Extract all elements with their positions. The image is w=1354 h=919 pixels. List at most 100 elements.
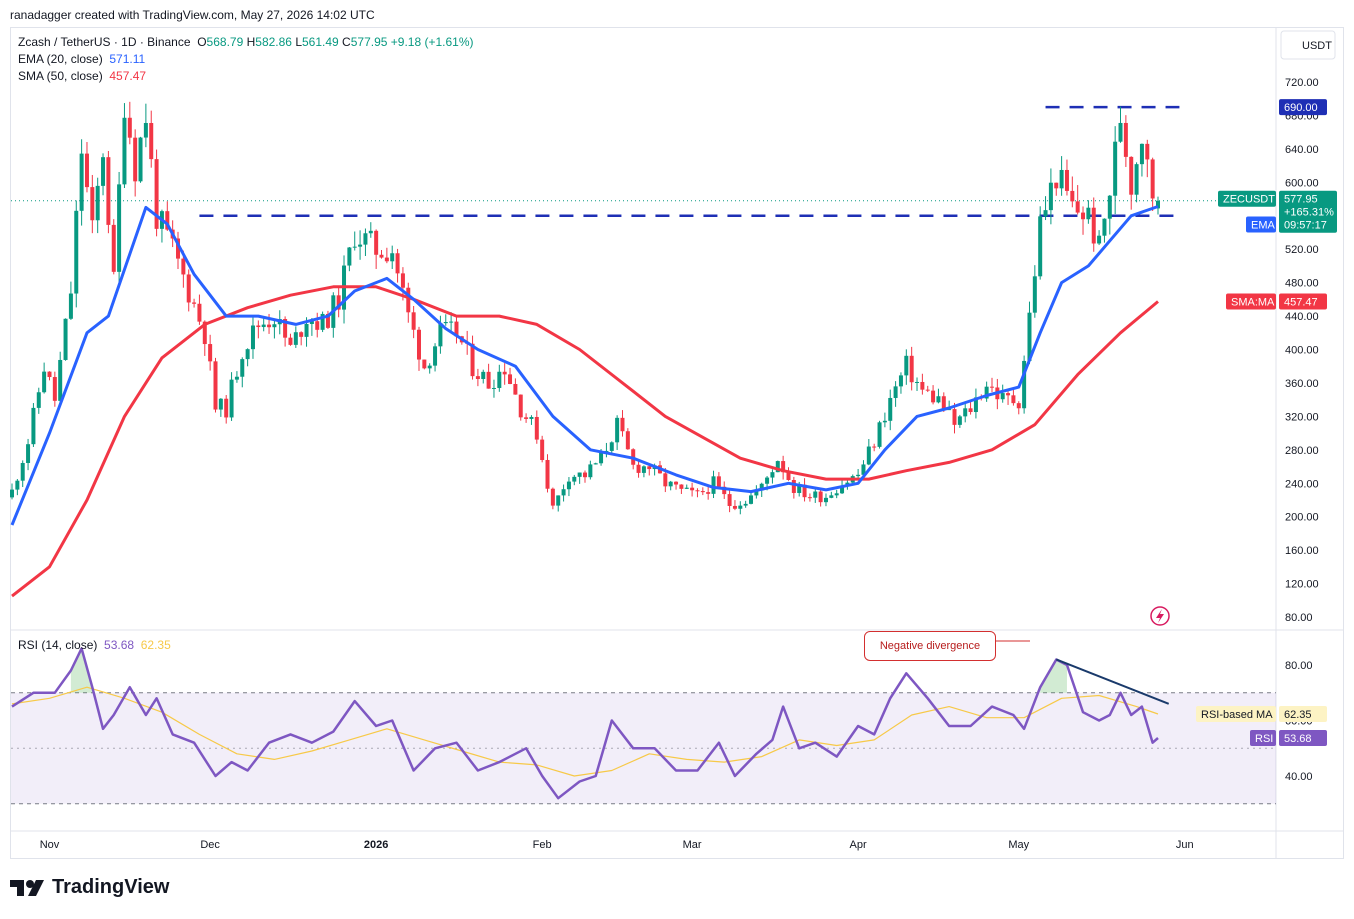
candle-body-145 [786, 472, 791, 480]
candle-body-172 [931, 390, 936, 403]
candle-body-88 [481, 371, 486, 379]
rsi-tick-2: 40.00 [1285, 771, 1313, 783]
price-tick-15: 120.00 [1285, 579, 1319, 591]
candle-body-26 [149, 123, 154, 160]
divergence-trendline [1055, 658, 1170, 705]
open-value: 568.79 [206, 35, 244, 49]
candle-body-107 [583, 472, 587, 478]
price-axis: USDT720.00680.00640.00600.00560.00520.00… [1280, 30, 1336, 783]
candle-body-212 [1145, 143, 1150, 160]
candle-body-133 [722, 486, 727, 495]
candle-body-29 [165, 211, 170, 230]
candle-body-136 [738, 505, 743, 509]
candle-body-31 [176, 238, 181, 259]
candle-body-22 [127, 117, 132, 138]
candle-body-24 [138, 137, 143, 182]
rsi-overbought-fill-nov [70, 648, 93, 693]
badge-countdown: 09:57:17 [1284, 220, 1327, 232]
candle-body-147 [797, 484, 802, 493]
candle-body-8 [52, 377, 57, 401]
badge-last-price-box [1279, 190, 1337, 233]
candle-body-114 [620, 417, 625, 432]
price-tick-10: 320.00 [1285, 411, 1319, 423]
ema-legend-name: EMA (20, close) [18, 52, 103, 66]
candle-body-178 [963, 408, 968, 417]
candle-body-189 [1022, 360, 1027, 409]
symbol-name[interactable]: Zcash / TetherUS · 1D · Binance [18, 35, 191, 49]
candle-body-122 [663, 473, 668, 487]
badge-symbol: ZECUSDT [1218, 190, 1276, 207]
candle-body-127 [690, 487, 695, 491]
candle-body-59 [325, 313, 330, 328]
lightning-icon [1150, 606, 1170, 626]
candle-body-82 [449, 321, 454, 323]
rsi-line [11, 647, 1159, 800]
candle-body-52 [288, 337, 293, 345]
candles [10, 101, 1160, 515]
candle-body-208 [1123, 122, 1128, 157]
candle-body-57 [315, 321, 320, 330]
rsi-legend[interactable]: RSI (14, close) 53.68 62.35 [18, 638, 171, 652]
candle-body-38 [213, 361, 218, 410]
time-label-4: Mar [683, 839, 702, 851]
candle-body-89 [486, 371, 491, 389]
candle-body-13 [79, 153, 84, 211]
candle-body-44 [245, 349, 250, 360]
badge-resistance-text: 690.00 [1284, 102, 1318, 114]
candle-body-112 [609, 442, 614, 451]
candle-body-203 [1097, 235, 1102, 244]
candle-body-7 [47, 371, 52, 378]
candle-body-115 [625, 431, 630, 450]
time-label-3: Feb [533, 839, 552, 851]
high-value: 582.86 [255, 35, 292, 49]
candle-body-182 [984, 386, 989, 399]
candle-body-98 [534, 416, 539, 440]
candle-body-76 [416, 329, 421, 360]
ema-legend[interactable]: EMA (20, close) 571.11 [18, 52, 145, 66]
badge-sma-value-text: 457.47 [1284, 296, 1318, 308]
candle-body-149 [807, 497, 812, 499]
badge-rsi-ma-tag: RSI-based MA [1196, 705, 1276, 722]
price-tick-14: 160.00 [1285, 545, 1319, 557]
candle-body-67 [368, 230, 373, 234]
candle-body-2 [20, 462, 25, 481]
candle-body-34 [192, 302, 197, 304]
candle-body-23 [133, 137, 138, 182]
candle-body-94 [513, 383, 518, 395]
candle-body-54 [299, 332, 304, 337]
candle-body-61 [336, 295, 341, 310]
negative-divergence-annotation[interactable]: Negative divergence [864, 631, 996, 661]
candle-body-10 [63, 318, 68, 360]
candle-body-108 [588, 464, 593, 478]
candle-body-78 [427, 365, 432, 369]
candle-body-77 [422, 359, 427, 369]
candle-body-177 [957, 416, 962, 425]
candle-body-69 [379, 254, 384, 258]
candle-body-40 [224, 398, 229, 418]
candle-body-32 [181, 258, 186, 275]
candle-body-201 [1086, 207, 1091, 220]
candle-body-164 [888, 397, 893, 421]
price-tick-8: 400.00 [1285, 345, 1319, 357]
badge-ema-tag-text: EMA [1251, 219, 1276, 231]
candle-body-167 [904, 355, 909, 376]
candle-body-96 [524, 417, 529, 419]
rsi-tick-0: 80.00 [1285, 660, 1313, 672]
tradingview-logo[interactable]: TradingView [10, 876, 169, 899]
candle-body-19 [111, 224, 116, 272]
candle-body-65 [358, 244, 363, 247]
candle-body-55 [304, 323, 309, 337]
candle-body-43 [240, 359, 245, 377]
sma-legend[interactable]: SMA (50, close) 457.47 [18, 69, 146, 83]
candle-body-135 [732, 505, 737, 509]
candle-body-42 [234, 376, 239, 380]
candle-body-47 [261, 324, 266, 328]
badge-rsi-value-box [1279, 730, 1327, 747]
candle-body-27 [154, 159, 159, 229]
candle-body-97 [529, 416, 534, 419]
candle-body-118 [641, 466, 646, 473]
candle-body-138 [749, 495, 754, 504]
candle-body-99 [540, 439, 545, 460]
ema-legend-value: 571.11 [109, 52, 146, 66]
